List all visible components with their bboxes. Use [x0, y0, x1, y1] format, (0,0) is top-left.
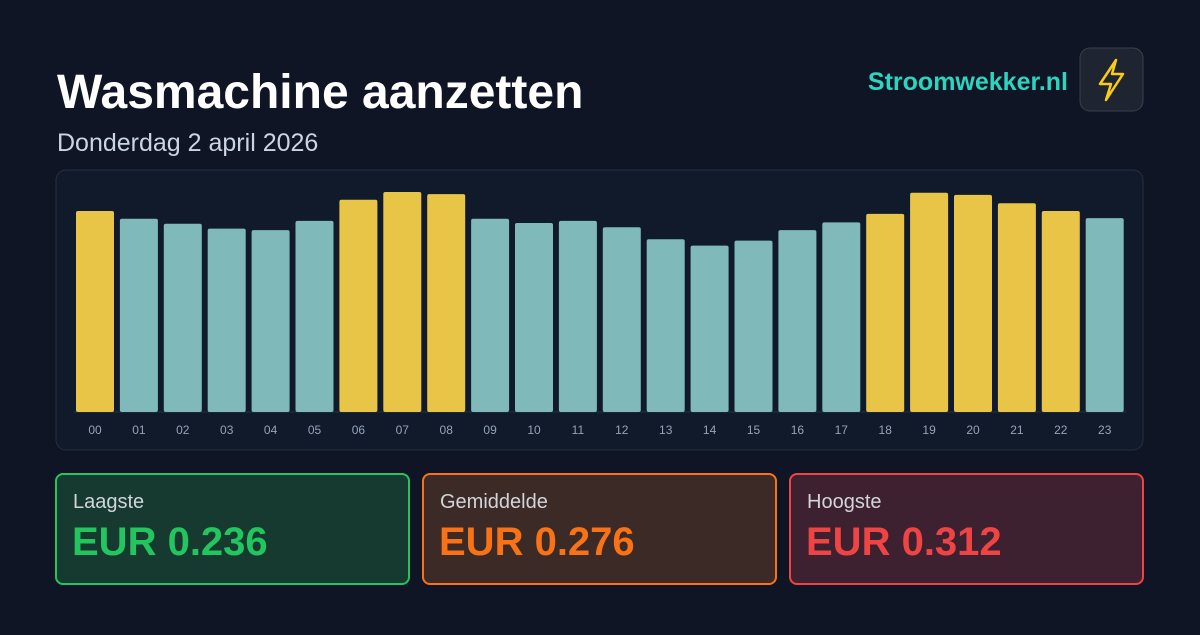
x-tick-label: 04	[264, 423, 278, 437]
stat-value: EUR 0.276	[439, 520, 635, 564]
bar	[954, 194, 992, 412]
x-tick-label: 22	[1054, 423, 1068, 437]
x-tick-label: 23	[1098, 423, 1112, 437]
x-tick-label: 19	[922, 423, 936, 437]
x-tick-label: 07	[396, 423, 410, 437]
stat-value: EUR 0.236	[72, 520, 268, 564]
x-tick-label: 05	[308, 423, 322, 437]
stat-card	[422, 473, 777, 585]
stat-value: EUR 0.312	[806, 520, 1002, 564]
x-tick-label: 08	[440, 423, 454, 437]
x-tick-label: 09	[483, 423, 497, 437]
bar	[76, 211, 114, 412]
bar	[646, 239, 685, 412]
bar	[339, 199, 378, 412]
bar	[1041, 211, 1080, 412]
bar	[558, 220, 597, 412]
brand: Stroomwekker.nl	[868, 68, 1068, 96]
x-tick-label: 14	[703, 423, 717, 437]
x-tick-label: 00	[88, 423, 102, 437]
bar	[866, 213, 905, 412]
x-tick-label: 02	[176, 423, 190, 437]
bar	[778, 230, 817, 412]
bar	[471, 218, 510, 412]
stat-label: Hoogste	[807, 491, 882, 513]
bar	[163, 223, 202, 412]
x-tick-label: 03	[220, 423, 234, 437]
stat-label: Gemiddelde	[440, 491, 548, 513]
bar	[207, 228, 246, 412]
bar	[690, 245, 729, 412]
x-tick-label: 21	[1010, 423, 1024, 437]
subtitle: Donderdag 2 april 2026	[57, 129, 318, 157]
x-tick-label: 16	[791, 423, 805, 437]
x-tick-label: 20	[966, 423, 980, 437]
bar	[251, 230, 290, 412]
bar	[295, 220, 334, 412]
stat-label: Laagste	[73, 491, 144, 513]
x-tick-label: 18	[879, 423, 893, 437]
stat-card	[789, 473, 1144, 585]
bars: 00 01 02 03 04 05 06 07 08 09 10 11 12 13 14 15 16 17 18 19…	[76, 192, 1124, 437]
x-tick-label: 17	[835, 423, 849, 437]
bar	[602, 227, 641, 412]
bar	[822, 222, 861, 412]
bar	[119, 218, 158, 412]
x-tick-label: 15	[747, 423, 761, 437]
x-tick-label: 13	[659, 423, 673, 437]
bar	[427, 194, 466, 412]
bar	[997, 203, 1036, 412]
bar	[515, 223, 553, 412]
logo-bolt	[1098, 58, 1125, 102]
x-tick-label: 01	[132, 423, 146, 437]
bar	[734, 240, 773, 412]
x-tick-label: 10	[527, 423, 541, 437]
x-tick-label: 12	[615, 423, 629, 437]
stat-cards: Laagste EUR 0.236 Gemiddelde EUR 0.276 Hoogs…	[55, 473, 1144, 585]
stat-card	[55, 473, 410, 585]
title: Wasmachine aanzetten	[57, 66, 583, 119]
bar	[383, 192, 422, 412]
bar	[910, 192, 949, 412]
x-tick-label: 06	[352, 423, 366, 437]
logo-box	[1079, 47, 1144, 112]
x-tick-label: 11	[572, 423, 585, 437]
bar	[1085, 218, 1124, 412]
